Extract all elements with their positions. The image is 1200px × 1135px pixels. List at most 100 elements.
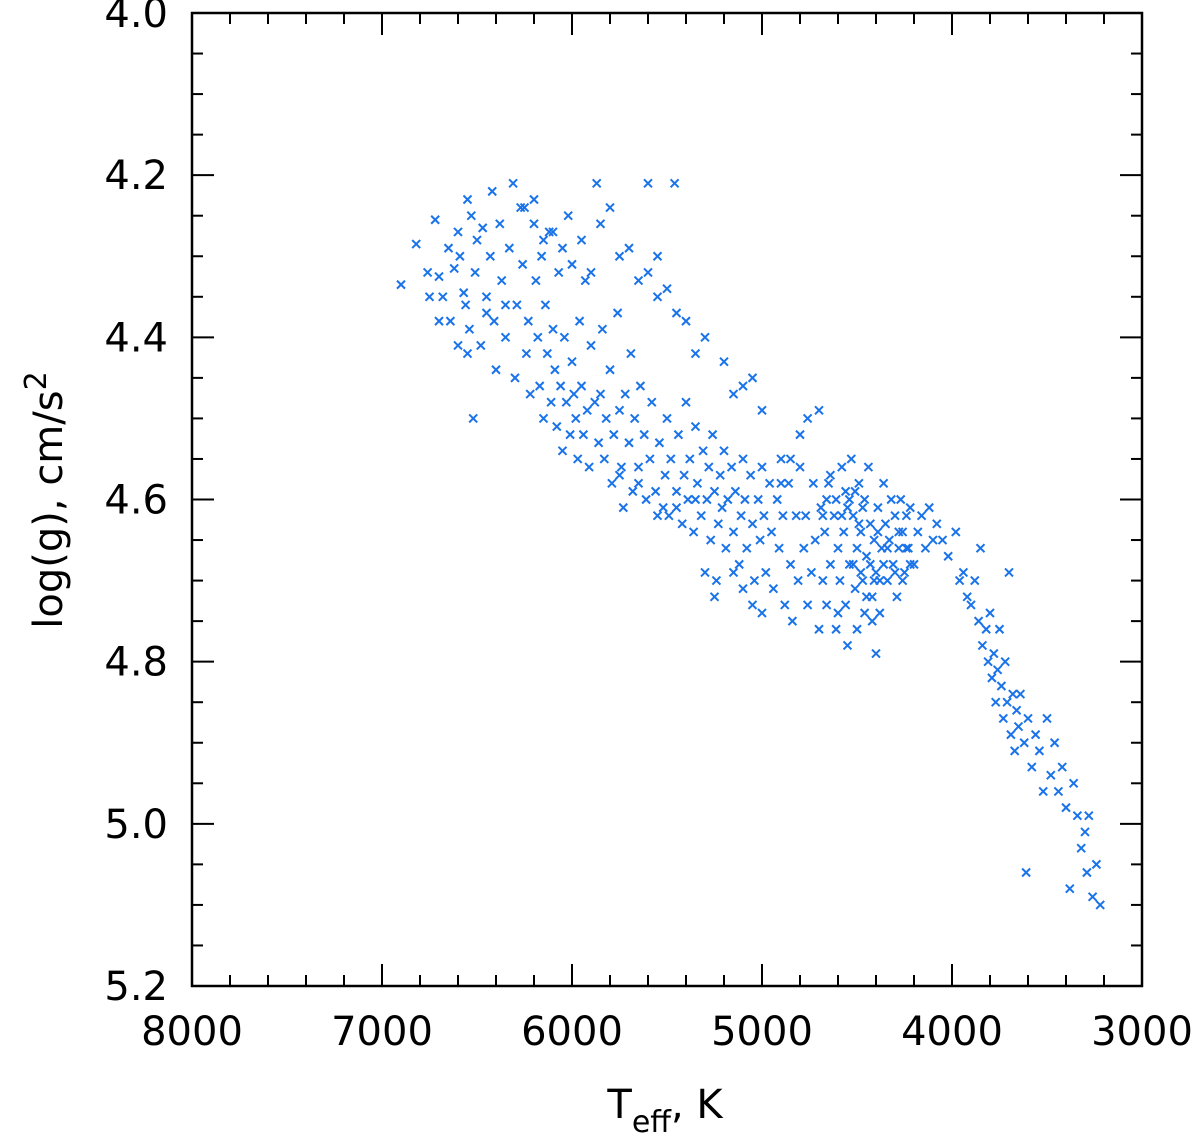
data-point (759, 511, 769, 521)
data-point (1049, 738, 1060, 748)
data-point (458, 288, 469, 298)
data-point (886, 494, 896, 505)
data-point (958, 567, 969, 578)
data-point (951, 527, 961, 537)
data-point (1030, 729, 1041, 740)
data-point (681, 316, 691, 326)
data-point (666, 454, 676, 464)
data-point (597, 324, 608, 334)
data-point (455, 251, 465, 261)
data-point (844, 494, 855, 505)
data-point (645, 454, 655, 464)
data-point (647, 397, 657, 407)
data-point (819, 527, 830, 537)
data-point (778, 511, 788, 521)
data-point (662, 283, 672, 294)
data-point (755, 535, 765, 545)
data-point (878, 559, 889, 570)
data-point (641, 494, 651, 505)
data-point (814, 405, 824, 416)
data-point (825, 559, 836, 570)
data-point (544, 227, 554, 237)
data-point (555, 381, 566, 391)
data-point (888, 559, 898, 570)
data-point (829, 511, 839, 521)
data-point (1065, 883, 1075, 894)
data-point (850, 583, 860, 594)
data-point (989, 648, 999, 659)
data-point (590, 397, 600, 407)
data-point (618, 502, 629, 513)
data-point (633, 462, 644, 472)
data-point (586, 267, 596, 278)
data-point (852, 624, 862, 634)
data-point (671, 502, 682, 513)
data-point (937, 535, 948, 545)
data-point (899, 567, 910, 578)
data-point (639, 429, 649, 440)
data-point (873, 502, 883, 513)
x-axis-label: Teff, K (606, 1082, 724, 1135)
data-point (462, 194, 473, 205)
data-point (800, 511, 811, 521)
data-point (764, 478, 775, 488)
data-point (757, 608, 767, 618)
data-point (1080, 827, 1090, 837)
y-tick-label: 5.2 (104, 964, 168, 1010)
data-point (772, 494, 782, 505)
x-tick-label: 6000 (521, 1009, 623, 1055)
data-point (580, 275, 591, 286)
data-point (962, 592, 972, 602)
data-point (702, 494, 712, 505)
data-point (576, 235, 587, 245)
data-point (489, 316, 499, 326)
data-point (850, 486, 860, 497)
data-point (895, 494, 906, 505)
data-point (1068, 778, 1079, 788)
data-point (878, 478, 889, 488)
data-point (852, 543, 862, 553)
data-point (774, 543, 784, 553)
data-point (806, 567, 817, 578)
data-point (677, 519, 687, 529)
data-point (840, 486, 851, 497)
data-point (831, 624, 841, 634)
data-point (992, 665, 1003, 675)
data-point (799, 543, 809, 553)
data-point (1006, 729, 1016, 740)
data-point (1057, 762, 1067, 772)
x-tick-label: 8000 (141, 1009, 243, 1055)
data-point (470, 267, 480, 278)
data-point (1021, 867, 1031, 878)
data-point (780, 600, 790, 610)
data-point (795, 462, 805, 472)
data-point (614, 251, 625, 261)
data-point (662, 413, 672, 424)
data-point (857, 575, 868, 586)
data-point (856, 527, 866, 537)
data-point (690, 421, 701, 432)
data-point (736, 511, 746, 521)
data-point (873, 527, 883, 537)
data-point (692, 478, 703, 488)
data-point (546, 397, 556, 407)
data-point (599, 454, 610, 464)
data-point (837, 511, 847, 521)
data-point (901, 511, 912, 521)
data-point (704, 462, 714, 472)
data-point (920, 543, 931, 553)
data-point (624, 438, 634, 448)
data-point (607, 478, 617, 488)
data-point (705, 535, 716, 545)
data-point (840, 600, 851, 610)
data-point (1046, 770, 1056, 780)
data-point (557, 243, 568, 253)
data-point (745, 470, 756, 480)
data-point (869, 575, 879, 586)
data-point (481, 292, 492, 302)
data-point (897, 527, 908, 537)
data-point (808, 478, 819, 488)
data-point (928, 535, 938, 545)
data-point (430, 215, 440, 225)
